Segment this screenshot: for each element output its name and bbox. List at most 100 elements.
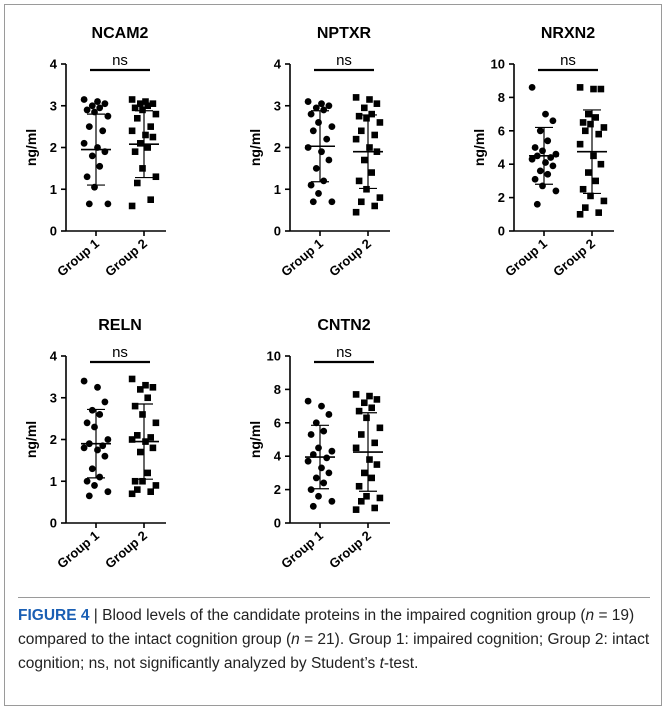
y-tick-label: 4 <box>274 449 282 464</box>
data-point <box>582 127 589 135</box>
data-point <box>85 200 93 208</box>
data-point <box>142 98 149 105</box>
caption-separator: | <box>89 607 103 624</box>
data-point <box>137 386 144 393</box>
data-point <box>595 209 602 216</box>
y-tick-label: 2 <box>50 432 57 447</box>
data-point <box>88 152 96 160</box>
data-point <box>96 104 104 112</box>
data-point <box>552 187 560 195</box>
data-point <box>361 156 368 164</box>
x-tick-label: Group 2 <box>326 236 374 280</box>
data-point <box>131 148 139 155</box>
y-tick-label: 0 <box>274 516 281 531</box>
data-point <box>128 436 136 443</box>
data-point <box>128 375 136 383</box>
data-point <box>128 202 136 210</box>
data-point <box>85 492 93 500</box>
data-point <box>576 211 584 218</box>
y-tick-label: 4 <box>50 349 58 364</box>
significance-label: ns <box>112 52 128 69</box>
data-point <box>139 411 146 418</box>
data-point <box>323 135 331 143</box>
data-point <box>328 447 336 455</box>
data-point <box>376 424 384 432</box>
x-tick-label: Group 1 <box>54 236 102 280</box>
data-point <box>94 446 101 454</box>
data-point <box>542 110 549 118</box>
data-point <box>358 497 365 505</box>
data-point <box>355 482 363 490</box>
panel-title: RELN <box>98 317 142 334</box>
data-point <box>144 144 151 151</box>
data-point <box>320 479 328 487</box>
data-point <box>361 399 368 407</box>
data-point <box>152 110 160 118</box>
data-point <box>147 434 154 441</box>
y-tick-label: 4 <box>274 57 282 72</box>
data-point <box>328 198 336 206</box>
data-point <box>139 477 146 485</box>
caption-n2-var: n <box>291 631 300 648</box>
panel-reln: RELN 0 1 2 3 4 ng/ml Group 1 Group 2 ns <box>23 317 166 572</box>
data-point <box>363 492 370 500</box>
data-point <box>592 177 599 185</box>
data-point <box>539 147 546 155</box>
data-point <box>363 185 370 193</box>
panel-nptxr: NPTXR 0 1 2 3 4 ng/ml Group 1 Group 2 ns <box>247 25 390 280</box>
data-point <box>128 96 136 103</box>
data-point <box>139 165 146 172</box>
data-point <box>312 164 320 172</box>
data-point <box>88 406 96 414</box>
y-tick-label: 3 <box>50 390 57 405</box>
y-tick-label: 10 <box>491 57 505 72</box>
data-point <box>320 177 328 185</box>
data-point <box>539 182 546 190</box>
data-point <box>144 469 151 477</box>
data-point <box>312 474 320 482</box>
data-point <box>147 123 154 130</box>
data-point <box>325 156 333 164</box>
data-point <box>579 119 587 126</box>
data-point <box>101 398 109 406</box>
y-tick-label: 8 <box>274 382 281 397</box>
data-point <box>536 167 544 175</box>
data-point <box>101 100 109 108</box>
data-point <box>134 179 141 187</box>
y-tick-label: 2 <box>50 140 57 155</box>
x-tick-label: Group 1 <box>54 528 102 572</box>
data-point <box>104 436 112 443</box>
data-point <box>328 123 336 131</box>
data-point <box>307 486 315 493</box>
y-tick-label: 2 <box>498 190 505 205</box>
data-point <box>366 144 373 151</box>
data-point <box>358 431 365 438</box>
data-point <box>549 117 557 125</box>
data-point <box>149 444 157 452</box>
data-point <box>582 204 589 211</box>
data-point <box>131 477 139 485</box>
data-point <box>373 396 381 403</box>
panel-nrxn2: NRXN2 0 2 4 6 8 10 ng/ml Group 1 Group 2 ns <box>471 25 614 279</box>
data-point <box>104 200 112 208</box>
data-point <box>355 407 363 415</box>
data-point <box>149 100 157 107</box>
data-point <box>315 119 322 126</box>
y-tick-label: 1 <box>274 182 281 197</box>
data-point <box>91 423 98 431</box>
data-point <box>323 454 331 462</box>
y-tick-label: 1 <box>50 182 57 197</box>
y-tick-label: 6 <box>274 415 281 430</box>
data-point <box>139 106 146 114</box>
data-point <box>376 494 384 502</box>
data-point <box>536 127 544 135</box>
data-point <box>104 112 112 120</box>
data-point <box>144 102 151 110</box>
x-tick-label: Group 2 <box>326 528 374 572</box>
data-point <box>88 465 96 473</box>
caption-text-2: = 19) compared to the intact cognition g… <box>18 607 635 648</box>
data-point <box>307 181 315 189</box>
data-point <box>528 83 536 91</box>
data-point <box>528 155 536 163</box>
data-point <box>587 192 594 200</box>
